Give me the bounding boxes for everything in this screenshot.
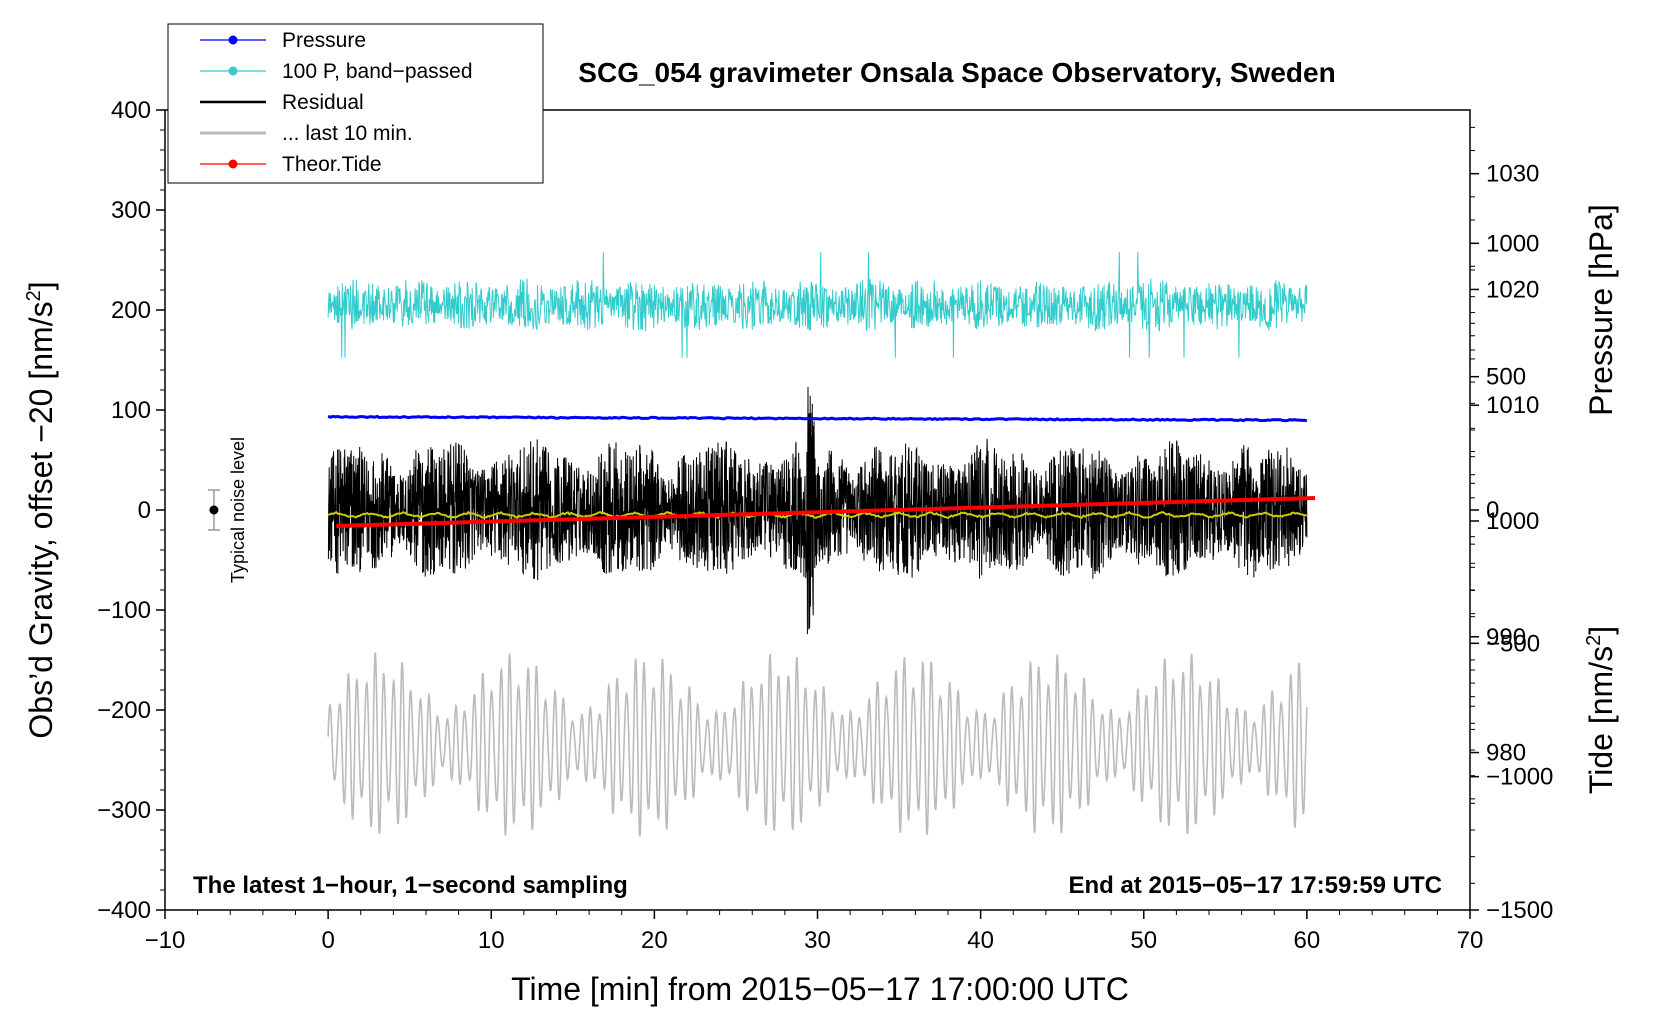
y-axis-title: Obs’d Gravity, offset −20 [nm/s2]	[23, 281, 59, 738]
tide-axis-title: Tide [nm/s2]	[1583, 626, 1619, 794]
pressure-tick-label: 1030	[1486, 161, 1539, 188]
x-tick-label: 20	[641, 927, 668, 954]
legend-label: ... last 10 min.	[282, 122, 413, 145]
pressure-tick-label: 1010	[1486, 392, 1539, 419]
pressure-tick-label: 990	[1486, 624, 1526, 651]
legend-label: Pressure	[282, 29, 366, 52]
y-tick-label: 0	[138, 497, 151, 524]
tide-tick-label: −500	[1486, 630, 1540, 657]
x-tick-label: 70	[1457, 927, 1484, 954]
pressure-tick-label: 1000	[1486, 508, 1539, 535]
legend-label: 100 P, band−passed	[282, 60, 473, 83]
x-tick-label: 0	[321, 927, 334, 954]
noise-center-dot	[209, 505, 219, 515]
y-tick-label: 400	[111, 97, 151, 124]
chart-title: SCG_054 gravimeter Onsala Space Observat…	[578, 57, 1335, 88]
x-tick-label: 30	[804, 927, 831, 954]
tide-tick-label: −1500	[1486, 897, 1553, 924]
pressure-axis-title: Pressure [hPa]	[1583, 204, 1619, 416]
legend-marker	[228, 66, 238, 76]
x-axis-title: Time [min] from 2015−05−17 17:00:00 UTC	[511, 971, 1129, 1007]
noise-level-marker	[207, 489, 220, 531]
legend-marker	[228, 159, 238, 169]
series-layer	[327, 252, 1316, 837]
x-tick-label: 40	[967, 927, 994, 954]
theoretical-tide-line	[336, 496, 1316, 528]
y-tick-label: −400	[97, 897, 151, 924]
y-tick-label: −300	[97, 797, 151, 824]
y-tick-label: −200	[97, 697, 151, 724]
footer-right-annotation: End at 2015−05−17 17:59:59 UTC	[1068, 872, 1442, 899]
bandpassed-pressure-line	[327, 252, 1308, 358]
filtered-residual-line	[327, 510, 1308, 520]
x-tick-label: 60	[1294, 927, 1321, 954]
legend-box	[167, 23, 544, 184]
pressure-tick-label: 980	[1486, 740, 1526, 767]
legend-label: Residual	[282, 91, 364, 114]
last-10-min-line	[327, 652, 1308, 837]
pressure-tick-label: 1020	[1486, 276, 1539, 303]
tide-tick-label: 1000	[1486, 230, 1539, 257]
footer-left-annotation: The latest 1−hour, 1−second sampling	[193, 872, 628, 899]
tide-tick-label: 500	[1486, 364, 1526, 391]
pressure-line	[327, 414, 1308, 423]
axis-layer: −10 0 10 20 30 40 50 60 70−400−300−200−100010020…	[97, 97, 1553, 954]
tide-tick-label: 0	[1486, 497, 1499, 524]
legend-marker	[228, 35, 238, 45]
x-tick-label: 50	[1130, 927, 1157, 954]
tide-tick-label: −1000	[1486, 764, 1553, 791]
y-tick-label: 200	[111, 297, 151, 324]
noise-level-label: Typical noise level	[228, 437, 248, 583]
legend-label: Theor.Tide	[282, 153, 382, 176]
legend: Pressure 100 P, band−passed Residual ... la…	[167, 23, 544, 184]
x-tick-label: −10	[145, 927, 186, 954]
y-tick-label: 100	[111, 397, 151, 424]
y-tick-label: 300	[111, 197, 151, 224]
x-tick-label: 10	[478, 927, 505, 954]
y-tick-label: −100	[97, 597, 151, 624]
